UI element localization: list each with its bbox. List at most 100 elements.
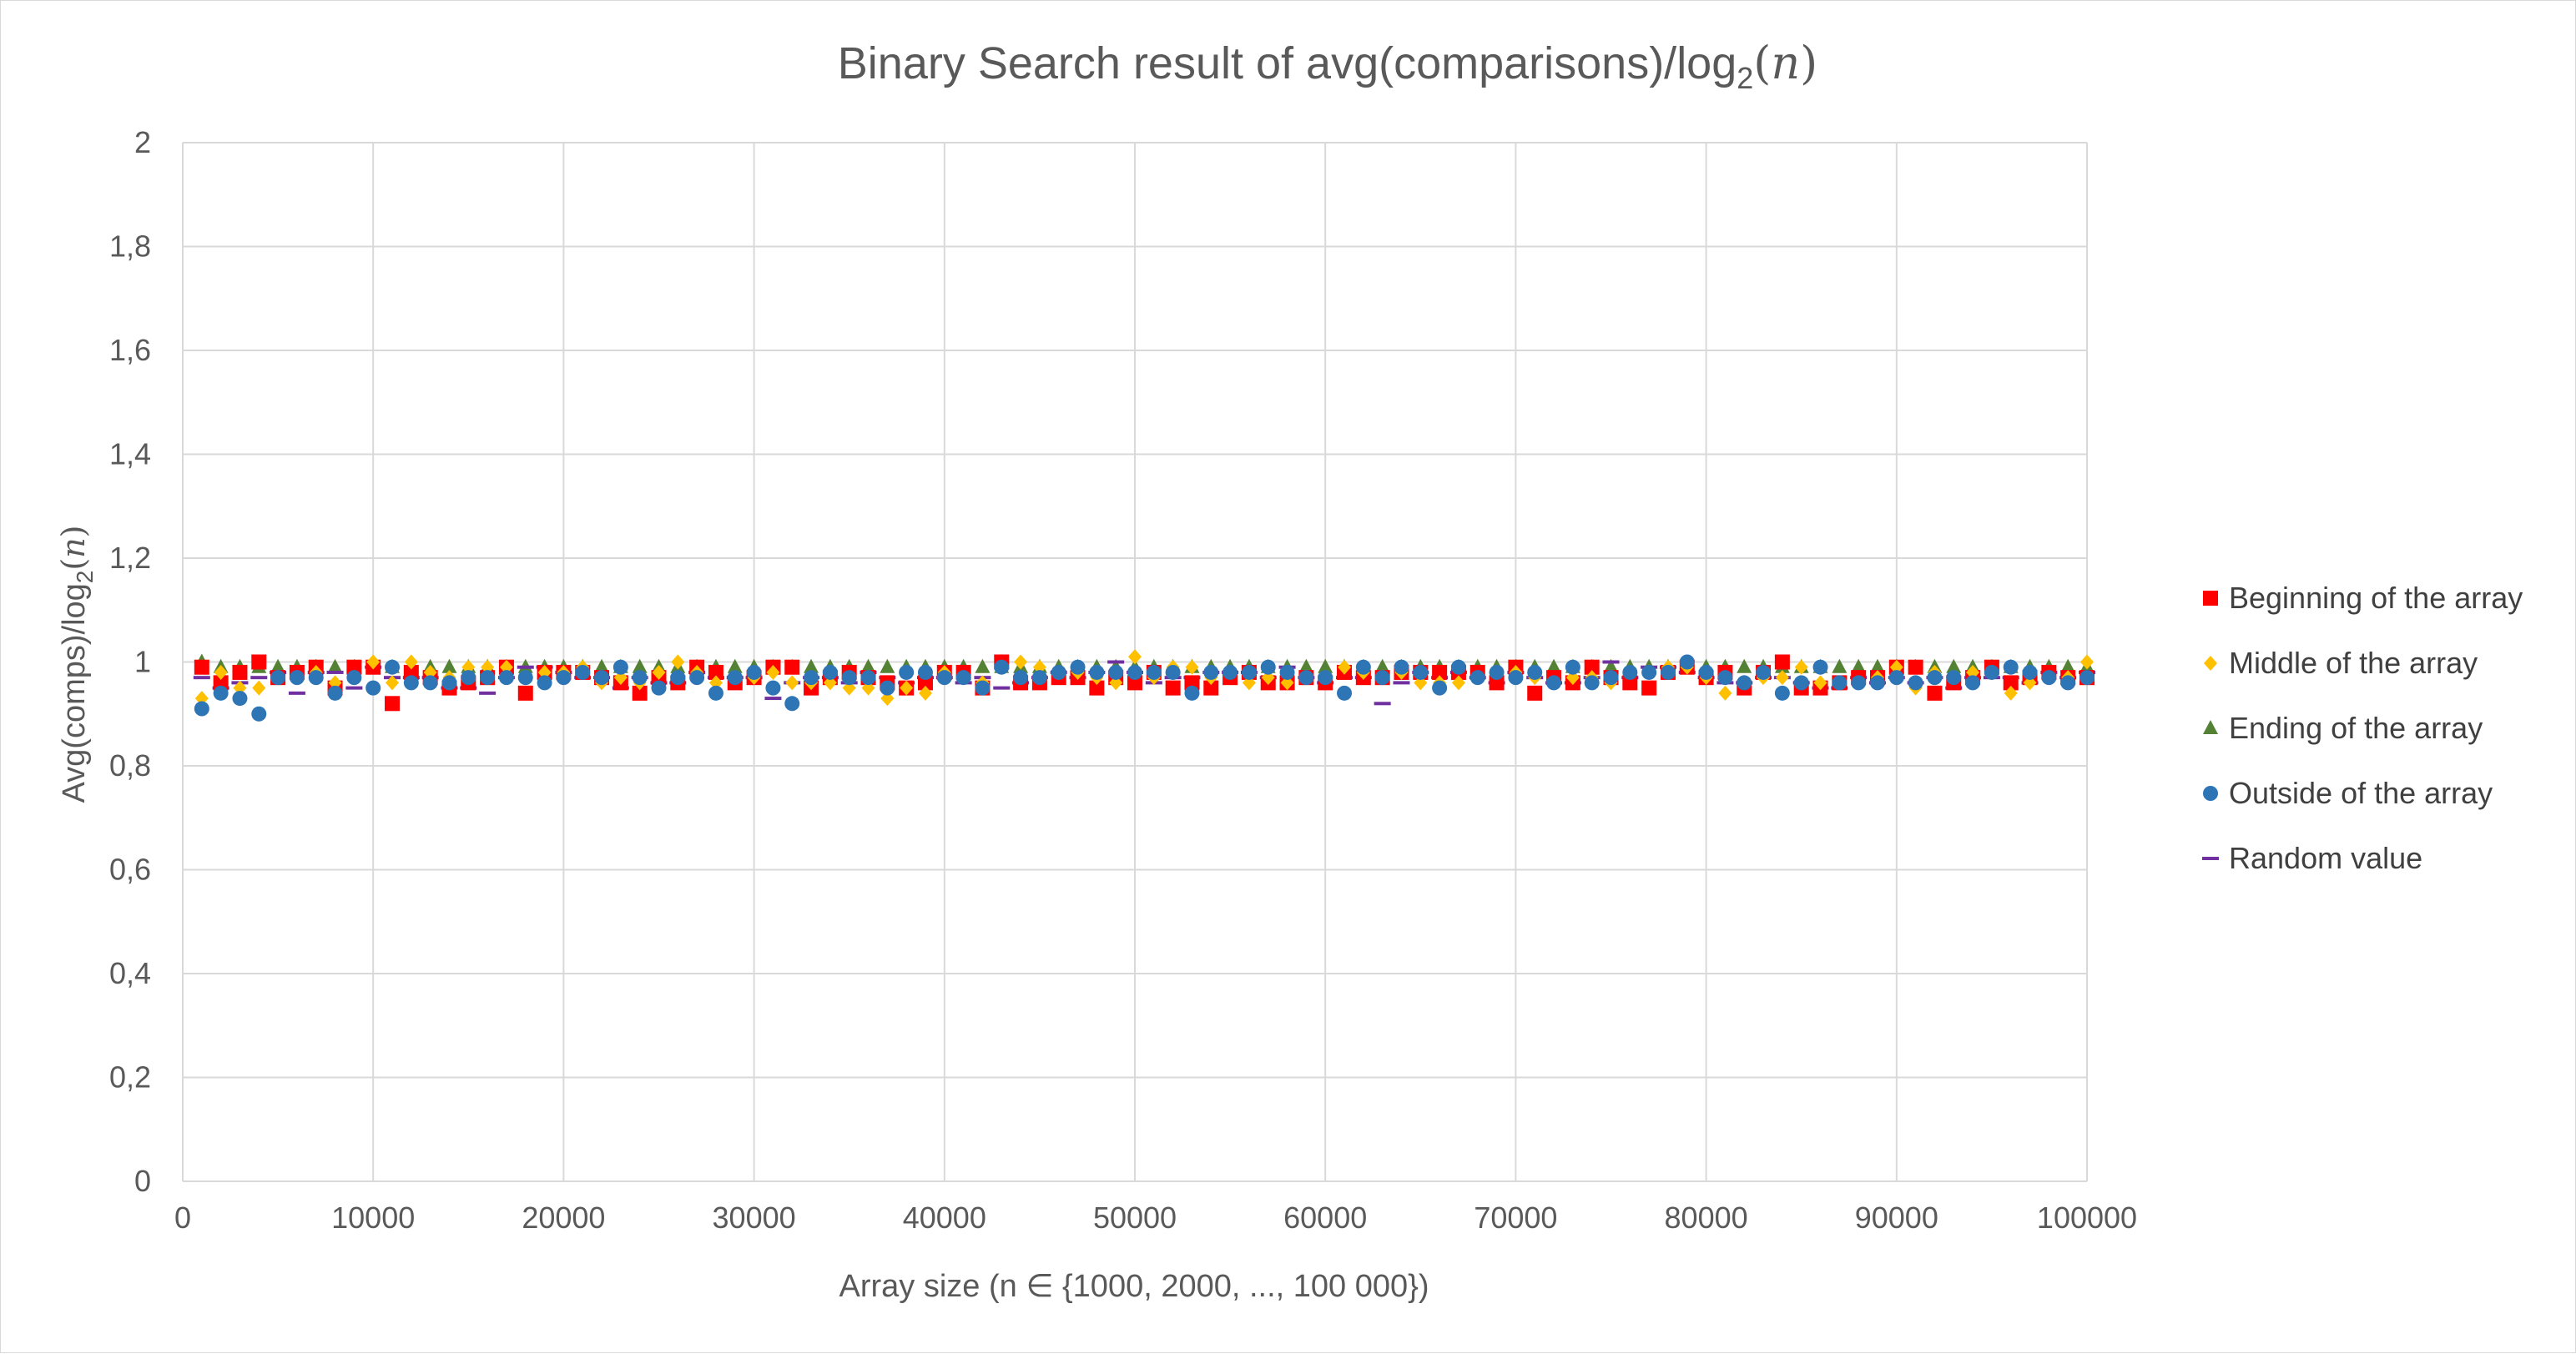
square-point [1184,675,1200,691]
tick-labels: 0 0,2 0,4 0,6 0,8 1 1,2 1,4 1,6 1,8 2 0 10000 20000 30… [109,125,2137,1235]
y-tick-label: 1 [134,645,151,679]
y-tick-label: 2 [134,125,151,159]
circle-point [1070,659,1086,675]
square-point [1622,675,1638,691]
triangle-point [727,658,743,673]
triangle-point [594,658,610,673]
square-point [1489,675,1505,691]
triangle-point [804,658,819,673]
square-point [194,659,209,675]
circle-point [1927,670,1943,686]
legend-label: Beginning of the array [2229,581,2523,615]
y-tick-label: 1,8 [109,229,151,264]
circle-point [1679,654,1695,670]
circle-point [270,670,286,686]
circle-point [517,670,533,686]
diamond-point [900,680,914,696]
circle-point [1946,670,1962,686]
circle-point [632,670,648,686]
diamond-point [252,680,266,696]
triangle-point [1737,658,1752,673]
circle-point [1108,664,1124,680]
square-point [917,675,933,691]
circle-point [480,670,496,686]
square-point [1774,654,1790,670]
square-point [1641,680,1657,696]
circle-point [804,670,819,686]
x-tick-label: 60000 [1283,1200,1367,1235]
square-point [213,675,229,691]
circle-point [1584,675,1600,691]
dash-point [193,676,210,680]
x-tick-label: 50000 [1093,1200,1177,1235]
circle-point [1165,664,1181,680]
x-tick-label: 0 [174,1200,191,1235]
circle-point [1184,685,1200,701]
dash-point [1107,660,1125,664]
circle-point [1127,664,1142,680]
square-point [1089,680,1105,696]
circle-point [1298,670,1314,686]
circle-point [841,670,857,686]
diamond-point [785,675,799,691]
dash-point [326,670,344,674]
circle-point [1203,664,1219,680]
circle-point [213,685,229,701]
circle-point [308,670,324,686]
dash-point [1602,660,1620,664]
circle-point [1717,670,1733,686]
circle-point [2060,675,2076,691]
diamond-point [671,654,685,670]
diamond-point [1014,654,1028,670]
legend-label: Outside of the array [2229,776,2493,810]
legend-marker-dash [2202,857,2219,860]
dash-point [345,686,363,690]
diamond-point [1718,685,1732,701]
x-axis-title: Array size (n ∈ {1000, 2000, ..., 100 00… [839,1269,1429,1304]
circle-point [975,680,991,696]
circle-point [594,670,610,686]
legend-label: Ending of the array [2229,711,2483,745]
circle-point [612,659,628,675]
circle-point [708,685,723,701]
x-tick-label: 90000 [1855,1200,1938,1235]
legend: Beginning of the array Middle of the arra… [2202,581,2523,875]
circle-point [1832,675,1848,691]
triangle-point [1318,658,1333,673]
circle-point [1774,685,1790,701]
legend-label: Random value [2229,841,2422,875]
diamond-point [404,654,418,670]
diamond-point [386,675,400,691]
square-point [1927,685,1943,701]
square-point [2003,675,2019,691]
series-outside-of-the-array [194,654,2095,722]
y-axis-title: Avg(comps)/log2(n) [55,525,98,803]
circle-point [1851,675,1867,691]
dash-point [288,691,305,695]
triangle-point [1832,658,1848,673]
legend-marker-square [2203,591,2218,606]
circle-point [670,670,686,686]
x-tick-label: 10000 [331,1200,415,1235]
dash-point [1374,702,1391,706]
x-tick-label: 80000 [1665,1200,1748,1235]
square-point [1127,675,1142,691]
square-point [1432,664,1448,680]
circle-point [1260,659,1276,675]
circle-point [232,691,248,707]
x-tick-label: 20000 [522,1200,605,1235]
square-point [784,659,800,675]
triangle-point [1546,658,1562,673]
circle-point [346,670,362,686]
y-tick-label: 0,6 [109,853,151,887]
series-random-value [193,660,2095,706]
square-point [403,664,419,680]
y-tick-label: 0,2 [109,1060,151,1095]
circle-point [1908,675,1923,691]
triangle-point [270,658,286,673]
circle-point [441,675,457,691]
triangle-point [975,658,991,673]
circle-point [1698,664,1714,680]
triangle-point [1946,658,1962,673]
